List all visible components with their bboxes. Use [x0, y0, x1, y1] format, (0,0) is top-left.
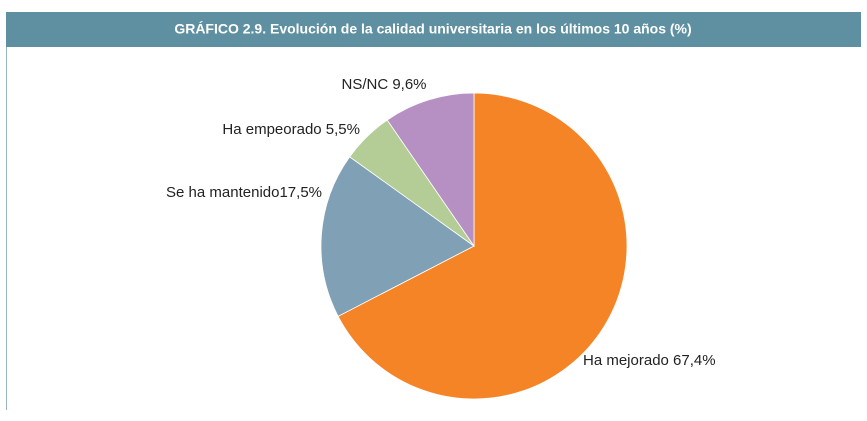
- pie-slice: [320, 156, 475, 317]
- title-bar: [6, 12, 861, 47]
- chart-title: GRÁFICO 2.9. Evolución de la calidad uni…: [174, 21, 691, 37]
- pie-slice: [386, 92, 475, 248]
- data-label: Ha empeorado 5,5%: [222, 121, 360, 138]
- data-label: Ha mejorado 67,4%: [583, 352, 716, 369]
- data-label: NS/NC 9,6%: [341, 76, 426, 93]
- pie-slice: [337, 92, 628, 400]
- data-label: Se ha mantenido17,5%: [166, 184, 322, 201]
